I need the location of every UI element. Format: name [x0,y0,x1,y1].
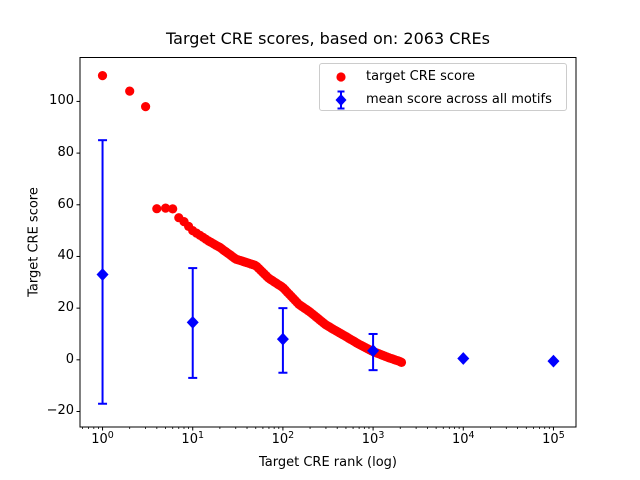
target-score-point [125,86,135,96]
mean-score-diamond [276,332,289,346]
mean-score-diamond [186,315,199,329]
x-axis-label: Target CRE rank (log) [259,455,397,470]
mean-score-diamond [96,268,109,281]
legend-label-target-cre-score: target CRE score [366,69,476,84]
x-tick-label: 105 [542,430,565,447]
x-tick-label: 103 [361,430,385,447]
y-tick-label: 20 [57,300,74,316]
legend: target CRE score mean score across all m… [319,63,567,111]
blue-diamond-errorbar-icon [335,90,347,109]
mean-score-diamond [547,354,560,368]
x-tick-label: 104 [451,430,475,447]
red-circle-icon [336,71,346,82]
x-tick-label: 100 [91,430,114,447]
target-score-point [396,357,407,367]
mean-score-diamond [457,352,470,365]
y-tick-label: 0 [65,351,74,367]
chart-title: Target CRE scores, based on: 2063 CREs [166,29,490,48]
legend-item-target-cre-score: target CRE score [320,65,566,88]
x-tick-label: 102 [271,430,295,447]
legend-label-mean-score: mean score across all motifs [366,92,552,107]
y-tick-label: 60 [57,196,74,212]
y-tick-label: 100 [49,93,74,109]
x-tick-label: 101 [181,430,205,447]
legend-item-mean-score: mean score across all motifs [320,88,566,111]
target-score-point [168,204,178,214]
plot-border [79,57,577,428]
y-tick-label: 80 [57,145,74,161]
y-tick-label: 40 [57,248,74,264]
target-score-point [152,204,162,214]
mean-score-diamond [367,344,380,358]
target-score-point [161,203,171,213]
target-score-point [141,102,151,112]
target-score-point [97,71,108,81]
y-tick-label: −20 [46,403,74,419]
